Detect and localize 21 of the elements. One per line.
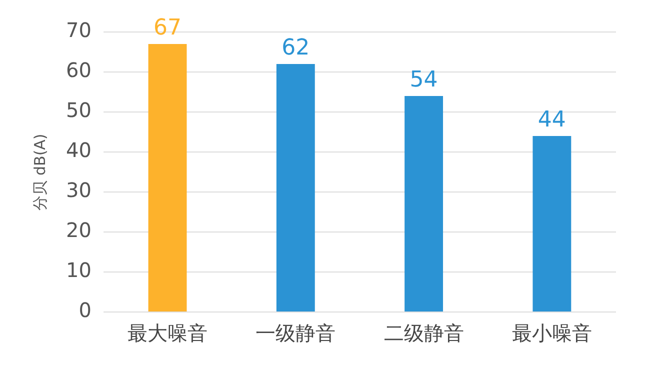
bar xyxy=(276,64,315,312)
data-label: 44 xyxy=(538,108,566,133)
x-tick-label: 一级静音 xyxy=(256,321,336,346)
data-label: 62 xyxy=(282,36,310,61)
y-tick-label: 0 xyxy=(78,298,92,322)
x-tick-label: 最小噪音 xyxy=(512,321,592,346)
x-tick-label: 最大噪音 xyxy=(128,321,208,346)
bar xyxy=(404,96,444,312)
y-axis-title: 分贝 dB(A) xyxy=(30,134,49,210)
y-tick-label: 60 xyxy=(66,58,92,82)
bar xyxy=(532,136,572,312)
bar xyxy=(148,44,187,312)
y-tick-label: 20 xyxy=(66,218,92,242)
x-tick-label: 二级静音 xyxy=(384,321,464,346)
y-tick-label: 50 xyxy=(66,98,92,122)
data-label: 54 xyxy=(410,68,438,93)
y-tick-label: 30 xyxy=(66,178,92,202)
data-label: 67 xyxy=(154,16,182,41)
y-tick-label: 10 xyxy=(66,258,92,282)
y-tick-label: 40 xyxy=(66,138,92,162)
y-tick-label: 70 xyxy=(66,18,92,42)
